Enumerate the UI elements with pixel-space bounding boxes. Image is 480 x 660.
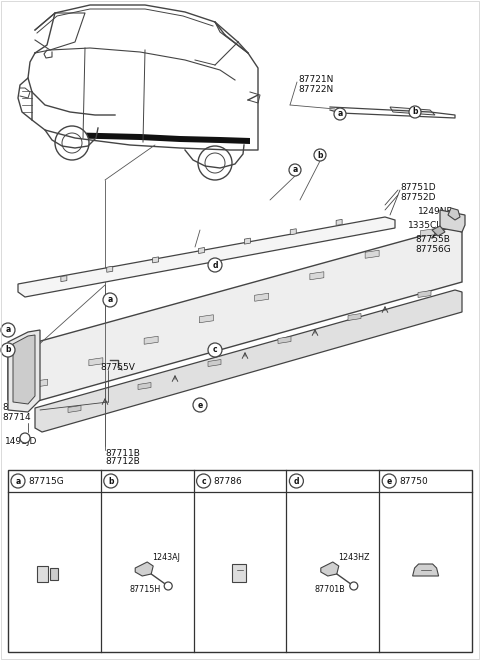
Polygon shape (278, 337, 291, 343)
Polygon shape (8, 330, 40, 412)
Polygon shape (60, 132, 250, 144)
Circle shape (1, 343, 15, 357)
Polygon shape (432, 226, 445, 236)
Text: 87711B: 87711B (105, 449, 140, 457)
Polygon shape (208, 360, 221, 366)
Circle shape (11, 474, 25, 488)
Polygon shape (8, 228, 462, 406)
Text: b: b (317, 150, 323, 160)
Polygon shape (321, 562, 339, 576)
Polygon shape (107, 266, 113, 272)
Circle shape (1, 323, 15, 337)
Text: 87712B: 87712B (105, 457, 140, 467)
Text: 87715H: 87715H (129, 585, 160, 595)
Text: 87701B: 87701B (315, 585, 346, 595)
Polygon shape (138, 383, 151, 389)
Text: 87752D: 87752D (400, 193, 435, 201)
Polygon shape (13, 335, 35, 404)
Text: e: e (386, 477, 392, 486)
Text: e: e (197, 401, 203, 409)
Text: 87786: 87786 (214, 477, 242, 486)
Text: a: a (15, 477, 21, 486)
Circle shape (205, 153, 225, 173)
Circle shape (208, 343, 222, 357)
Polygon shape (89, 358, 103, 366)
Text: c: c (201, 477, 206, 486)
Polygon shape (348, 314, 361, 321)
Polygon shape (413, 564, 439, 576)
Polygon shape (290, 229, 296, 235)
Text: b: b (5, 345, 11, 354)
Circle shape (20, 433, 30, 443)
Text: c: c (213, 345, 217, 354)
Circle shape (208, 258, 222, 272)
Text: d: d (294, 477, 299, 486)
Text: 87750: 87750 (399, 477, 428, 486)
Text: b: b (108, 477, 114, 486)
Polygon shape (135, 562, 153, 576)
Text: 87721N: 87721N (298, 75, 334, 84)
Circle shape (164, 582, 172, 590)
Text: 1243AJ: 1243AJ (152, 554, 180, 562)
Text: 1243HZ: 1243HZ (338, 554, 369, 562)
Text: 1491JD: 1491JD (5, 438, 37, 447)
Circle shape (334, 108, 346, 120)
Circle shape (409, 106, 421, 118)
Text: 87756G: 87756G (415, 244, 451, 253)
Text: 87755B: 87755B (415, 236, 450, 244)
Polygon shape (68, 405, 81, 412)
Polygon shape (35, 290, 462, 432)
Circle shape (62, 133, 82, 153)
FancyBboxPatch shape (50, 568, 58, 579)
Text: 87755V: 87755V (100, 362, 135, 372)
Polygon shape (244, 238, 251, 244)
Text: 87751D: 87751D (400, 183, 436, 193)
Polygon shape (61, 276, 67, 282)
Polygon shape (199, 248, 204, 253)
Circle shape (104, 474, 118, 488)
Polygon shape (144, 336, 158, 345)
Text: 1335CJ: 1335CJ (408, 220, 440, 230)
Circle shape (197, 474, 211, 488)
Polygon shape (448, 208, 460, 220)
Polygon shape (310, 272, 324, 280)
Text: 87715G: 87715G (28, 477, 64, 486)
Text: 87722N: 87722N (298, 84, 333, 94)
Polygon shape (254, 293, 269, 301)
Polygon shape (365, 250, 379, 258)
Circle shape (350, 582, 358, 590)
FancyBboxPatch shape (8, 470, 472, 652)
Circle shape (198, 146, 232, 180)
Circle shape (55, 126, 89, 160)
Polygon shape (336, 219, 342, 225)
Circle shape (289, 164, 301, 176)
Polygon shape (420, 229, 434, 237)
Circle shape (289, 474, 303, 488)
Circle shape (382, 474, 396, 488)
FancyBboxPatch shape (232, 564, 246, 582)
Text: a: a (108, 296, 113, 304)
Polygon shape (390, 107, 435, 115)
Circle shape (193, 398, 207, 412)
Text: a: a (5, 325, 11, 335)
Polygon shape (18, 217, 395, 297)
Polygon shape (34, 379, 48, 387)
Circle shape (103, 293, 117, 307)
Text: b: b (412, 108, 418, 117)
Text: 1249NF: 1249NF (418, 207, 453, 216)
Text: 87713: 87713 (2, 403, 31, 412)
Text: a: a (337, 110, 343, 119)
Polygon shape (418, 290, 431, 298)
Text: d: d (212, 261, 218, 269)
Polygon shape (440, 210, 465, 232)
Circle shape (314, 149, 326, 161)
Text: a: a (292, 166, 298, 174)
Text: 87714: 87714 (2, 412, 31, 422)
Polygon shape (153, 257, 158, 263)
Polygon shape (199, 315, 214, 323)
FancyBboxPatch shape (37, 566, 48, 582)
